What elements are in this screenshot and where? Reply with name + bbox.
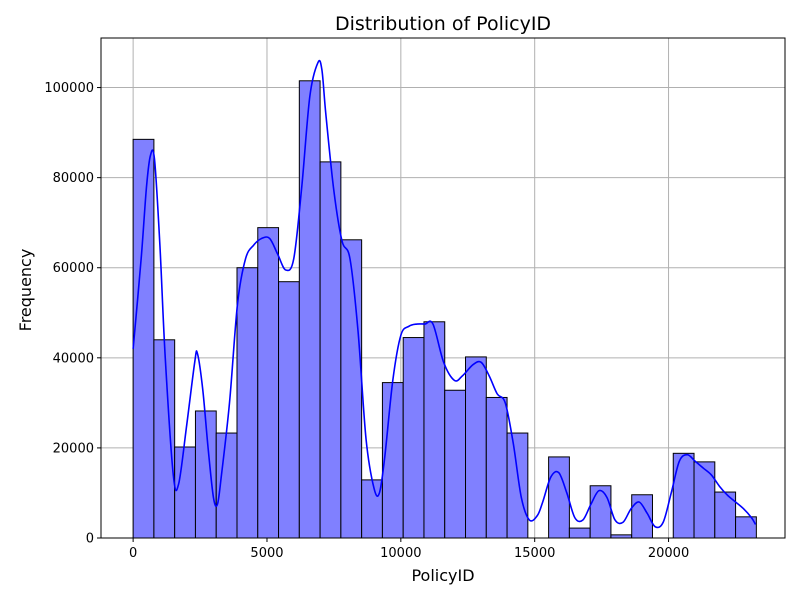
y-tick-label: 0 [86, 532, 94, 547]
histogram-bar [485, 396, 508, 539]
plot-area-frame [100, 37, 786, 539]
y-axis-ticks: 0 20000 40000 60000 80000 100000 [44, 81, 101, 547]
y-tick-label: 80000 [53, 171, 94, 186]
x-tick-label: 20000 [648, 546, 689, 561]
histogram-bar [693, 461, 716, 539]
chart-title: Distribution of PolicyID [335, 13, 551, 35]
histogram-bar [465, 356, 487, 539]
y-tick-label: 60000 [53, 261, 94, 276]
x-axis-label: PolicyID [411, 566, 474, 585]
y-tick-label: 40000 [53, 351, 94, 366]
y-tick-label: 20000 [53, 441, 94, 456]
y-tick-label: 100000 [44, 81, 94, 96]
histogram-bar [153, 339, 176, 539]
histogram-bar [402, 337, 425, 539]
histogram-bar [568, 527, 591, 539]
histogram-bar [298, 80, 321, 539]
histogram-bar [132, 138, 155, 539]
x-tick-label: 10000 [380, 546, 421, 561]
x-tick-label: 15000 [514, 546, 555, 561]
histogram-bar [381, 382, 404, 539]
histogram-bar [340, 239, 363, 539]
histogram-bar [672, 452, 695, 539]
histogram-bar [548, 456, 570, 539]
histogram-bar [361, 479, 383, 539]
histogram-bar [236, 267, 259, 539]
histogram-bar [444, 389, 467, 539]
x-tick-label: 5000 [250, 546, 283, 561]
x-axis-ticks: 0 5000 10000 15000 20000 [129, 538, 689, 561]
x-tick-label: 0 [129, 546, 137, 561]
histogram-bar [589, 485, 612, 539]
histogram-bar [174, 446, 196, 539]
histogram-bar [257, 227, 280, 539]
y-axis-label: Frequency [16, 249, 35, 332]
histogram-bar [506, 432, 529, 539]
histogram-bar [278, 281, 300, 539]
histogram-bar [215, 432, 238, 539]
kde-curve [132, 59, 757, 529]
